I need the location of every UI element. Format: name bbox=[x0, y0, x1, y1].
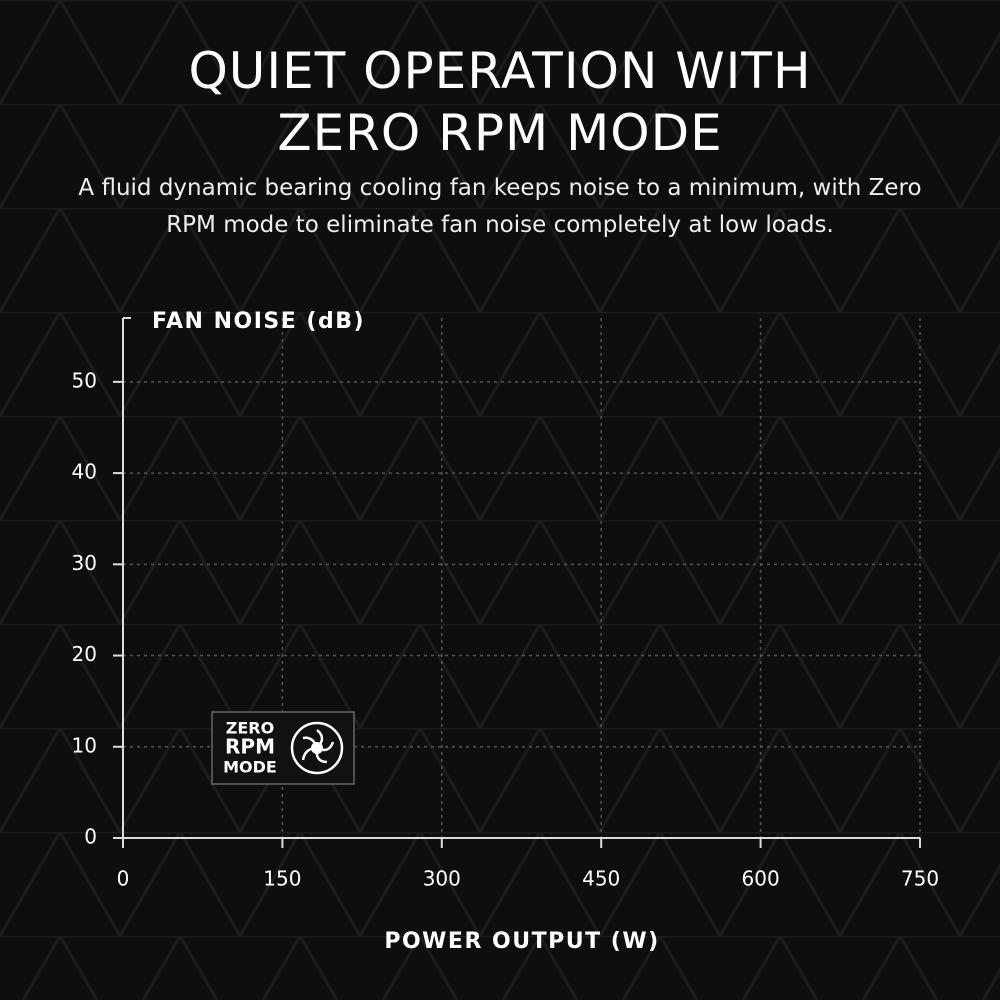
y-axis-label: FAN NOISE (dB) bbox=[152, 309, 365, 334]
zero-rpm-badge: ZERO RPM MODE bbox=[211, 711, 355, 785]
y-tick-label: 20 bbox=[72, 642, 97, 666]
y-tick-label: 40 bbox=[72, 460, 97, 484]
y-tick-label: 50 bbox=[72, 368, 97, 392]
fan-icon bbox=[301, 729, 335, 764]
badge-text: RPM bbox=[225, 735, 275, 759]
x-tick-label: 600 bbox=[742, 867, 780, 891]
x-tick-label: 750 bbox=[901, 867, 939, 891]
x-tick-label: 300 bbox=[423, 867, 461, 891]
x-tick-label: 450 bbox=[582, 867, 620, 891]
y-tick-label: 10 bbox=[72, 733, 97, 757]
x-tick-label: 150 bbox=[263, 867, 301, 891]
title: QUIET OPERATION WITH ZERO RPM MODE bbox=[188, 42, 812, 162]
x-axis-label: POWER OUTPUT (W) bbox=[384, 929, 659, 954]
y-tick-label: 0 bbox=[84, 825, 97, 849]
x-tick-label: 0 bbox=[117, 867, 130, 891]
badge-text: MODE bbox=[223, 758, 277, 777]
badge-text: ZERO bbox=[226, 719, 274, 738]
subtitle: A fluid dynamic bearing cooling fan keep… bbox=[78, 175, 922, 238]
y-tick-label: 30 bbox=[72, 551, 97, 575]
fan-icon bbox=[290, 721, 344, 775]
